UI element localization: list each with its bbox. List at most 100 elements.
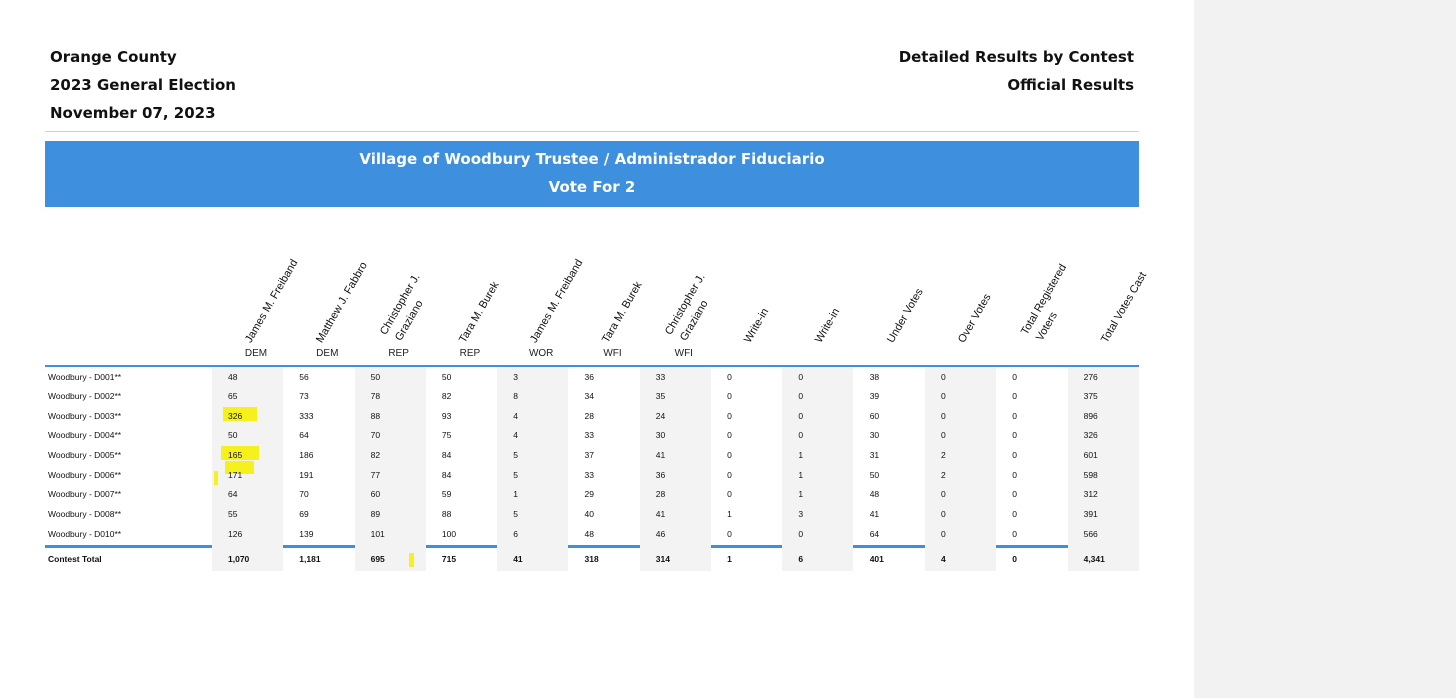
- vote-count-cell: 39: [869, 391, 880, 401]
- vote-count-cell: 88: [441, 509, 452, 519]
- highlighter-mark: [221, 446, 259, 460]
- table-total-rule: [45, 545, 1139, 548]
- vote-count-cell: 48: [584, 529, 594, 539]
- highlighter-mark: [225, 461, 254, 474]
- candidate-name: Over Votes: [956, 291, 994, 345]
- vote-count-cell: 48: [869, 489, 880, 499]
- vote-count-cell: 0: [727, 529, 732, 539]
- highlighter-mark: [409, 553, 414, 567]
- highlighter-mark: [214, 471, 218, 485]
- vote-count-cell: 38: [869, 372, 880, 382]
- vote-count-cell: 0: [941, 509, 946, 519]
- vote-count-cell: 77: [370, 470, 381, 480]
- vote-count-cell: 75: [441, 430, 452, 440]
- vote-count-cell: 64: [299, 430, 309, 440]
- candidate-name: Write-in: [742, 306, 772, 345]
- candidate-name: Tara M. Burek: [456, 279, 502, 345]
- vote-count-cell: 0: [941, 430, 946, 440]
- vote-count-cell: 65: [228, 391, 238, 401]
- vote-count-cell: 3: [513, 372, 518, 382]
- candidate-name: Write-in: [813, 306, 843, 345]
- party-label: WFI: [674, 348, 693, 359]
- vote-count-cell: 0: [1012, 372, 1018, 382]
- vote-count-cell: 31: [869, 450, 880, 460]
- vote-count-cell: 0: [798, 430, 804, 440]
- precinct-label: Woodbury - D005**: [48, 450, 122, 460]
- contest-total-cell: 1,070: [228, 554, 250, 564]
- candidate-name: Under Votes: [884, 286, 926, 345]
- vote-count-cell: 0: [727, 391, 732, 401]
- vote-count-cell: 3: [798, 509, 804, 519]
- precinct-label: Woodbury - D006**: [48, 470, 122, 480]
- vote-count-cell: 0: [798, 372, 804, 382]
- vote-count-cell: 78: [370, 391, 381, 401]
- vote-count-cell: 30: [869, 430, 880, 440]
- vote-count-cell: 60: [370, 489, 381, 499]
- vote-count-cell: 50: [869, 470, 880, 480]
- vote-count-cell: 82: [370, 450, 381, 460]
- precinct-label: Woodbury - D003**: [48, 411, 122, 421]
- vote-count-cell: 100: [441, 529, 457, 539]
- vote-count-cell: 84: [441, 470, 452, 480]
- vote-count-cell: 0: [1012, 411, 1018, 421]
- vote-for-label: Vote For 2: [548, 178, 636, 196]
- column-shade: [354, 367, 426, 571]
- vote-count-cell: 34: [584, 391, 594, 401]
- vote-count-cell: 41: [655, 509, 666, 519]
- vote-count-cell: 36: [584, 372, 594, 382]
- vote-count-cell: 29: [584, 489, 594, 499]
- precinct-label: Woodbury - D002**: [48, 391, 122, 401]
- column-shade: [1067, 367, 1139, 571]
- vote-count-cell: 1: [798, 470, 804, 480]
- vote-count-cell: 69: [299, 509, 309, 519]
- column-shade: [782, 367, 854, 571]
- contest-total-label: Contest Total: [48, 554, 102, 564]
- vote-count-cell: 0: [941, 372, 946, 382]
- vote-count-cell: 5: [513, 470, 518, 480]
- vote-count-cell: 1: [513, 489, 518, 499]
- vote-count-cell: 93: [441, 411, 452, 421]
- column-shade: [925, 367, 996, 571]
- election-date: November 07, 2023: [50, 104, 216, 122]
- candidate-name: James M. Freiband: [243, 257, 301, 345]
- vote-count-cell: 165: [228, 450, 243, 460]
- vote-count-cell: 566: [1083, 529, 1098, 539]
- vote-count-cell: 33: [584, 470, 594, 480]
- vote-count-cell: 5: [513, 450, 518, 460]
- vote-count-cell: 0: [727, 372, 732, 382]
- vote-count-cell: 37: [584, 450, 594, 460]
- vote-count-cell: 0: [798, 411, 804, 421]
- precinct-label: Woodbury - D004**: [48, 430, 122, 440]
- candidate-name: Tara M. Burek: [599, 279, 645, 345]
- vote-count-cell: 40: [584, 509, 594, 519]
- contest-total-cell: 1,181: [299, 554, 321, 564]
- vote-count-cell: 186: [299, 450, 314, 460]
- column-shade: [497, 367, 569, 571]
- contest-total-cell: 4: [941, 554, 946, 564]
- contest-total-cell: 695: [370, 554, 385, 564]
- vote-count-cell: 101: [370, 529, 385, 539]
- vote-count-cell: 6: [513, 529, 518, 539]
- vote-count-cell: 1: [727, 509, 732, 519]
- precinct-label: Woodbury - D001**: [48, 372, 122, 382]
- vote-count-cell: 0: [727, 430, 732, 440]
- vote-count-cell: 5: [513, 509, 518, 519]
- vote-count-cell: 126: [228, 529, 243, 539]
- vote-count-cell: 0: [727, 489, 732, 499]
- vote-count-cell: 70: [370, 430, 381, 440]
- vote-count-cell: 326: [228, 411, 243, 421]
- contest-banner: Village of Woodbury Trustee / Administra…: [45, 141, 1139, 207]
- party-label: REP: [388, 348, 409, 359]
- vote-count-cell: 0: [941, 411, 946, 421]
- vote-count-cell: 24: [655, 411, 666, 421]
- right-margin-panel: [1194, 0, 1456, 698]
- contest-total-cell: 1: [727, 554, 732, 564]
- vote-count-cell: 2: [941, 470, 946, 480]
- vote-count-cell: 4: [513, 411, 518, 421]
- report-type: Detailed Results by Contest: [898, 48, 1134, 66]
- vote-count-cell: 598: [1083, 470, 1098, 480]
- vote-count-cell: 171: [228, 470, 243, 480]
- contest-total-cell: 41: [513, 554, 523, 564]
- party-label: WFI: [603, 348, 622, 359]
- candidate-name: Total Votes Cast: [1098, 270, 1149, 345]
